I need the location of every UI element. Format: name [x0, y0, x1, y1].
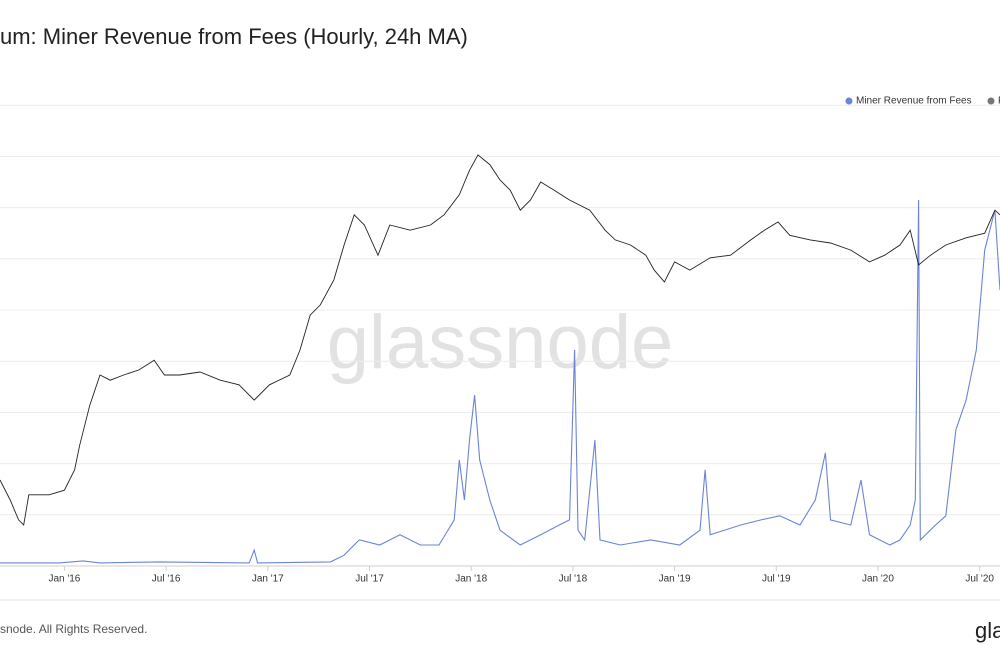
legend-label: Miner Revenue from Fees	[856, 96, 972, 107]
legend-swatch	[845, 97, 853, 105]
x-tick-label: Jul '17	[355, 574, 384, 585]
series-line	[0, 199, 1000, 564]
series-line	[0, 154, 1000, 526]
chart-title: um: Miner Revenue from Fees (Hourly, 24h…	[0, 24, 468, 49]
x-tick-label: Jan '17	[252, 574, 284, 585]
footer-text: snode. All Rights Reserved.	[0, 622, 147, 636]
legend-swatch	[987, 97, 995, 105]
watermark: glassnode	[327, 300, 674, 385]
x-tick-label: Jul '20	[965, 574, 994, 585]
brand-logo: gla	[975, 618, 1000, 643]
x-tick-label: Jan '20	[862, 574, 894, 585]
legend-label: P	[998, 96, 1000, 107]
x-tick-label: Jul '16	[152, 574, 181, 585]
x-tick-label: Jan '16	[48, 574, 80, 585]
x-tick-label: Jul '19	[762, 574, 791, 585]
x-tick-label: Jan '18	[455, 574, 487, 585]
x-tick-label: Jul '18	[559, 574, 588, 585]
x-tick-label: Jan '19	[659, 574, 691, 585]
